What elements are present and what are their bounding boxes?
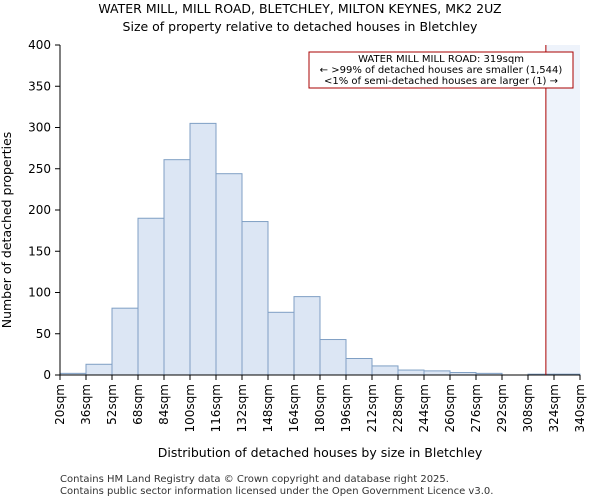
x-tick-label: 164sqm [287, 384, 301, 432]
x-tick-label: 116sqm [209, 384, 223, 432]
x-tick-label: 20sqm [53, 384, 67, 425]
footer-line-1: Contains HM Land Registry data © Crown c… [60, 474, 449, 485]
bar-212sqm [371, 365, 399, 376]
y-tick-label: 200 [28, 203, 51, 217]
x-tick-label: 292sqm [495, 384, 509, 432]
bar-164sqm [293, 296, 321, 376]
x-tick-label: 308sqm [521, 384, 535, 432]
x-tick-label: 212sqm [365, 384, 379, 432]
x-tick-label: 52sqm [105, 384, 119, 425]
bar-196sqm [345, 358, 373, 376]
annotation-box: WATER MILL MILL ROAD: 319sqm ← >99% of d… [308, 51, 574, 89]
y-tick-label: 0 [43, 368, 51, 382]
x-tick-label: 324sqm [547, 384, 561, 432]
y-tick-label: 100 [28, 286, 51, 300]
x-tick-label: 36sqm [79, 384, 93, 425]
x-tick-label: 148sqm [261, 384, 275, 432]
x-tick-label: 132sqm [235, 384, 249, 432]
annotation-line-3: <1% of semi-detached houses are larger (… [324, 76, 558, 87]
y-tick-label: 250 [28, 162, 51, 176]
bar-180sqm [319, 339, 347, 376]
annotation-line-2: ← >99% of detached houses are smaller (1… [320, 65, 563, 76]
footer-line-2: Contains public sector information licen… [60, 486, 493, 497]
bar-148sqm [267, 311, 295, 376]
x-tick-label: 276sqm [469, 384, 483, 432]
annotation-line-1: WATER MILL MILL ROAD: 319sqm [358, 54, 524, 65]
chart-title: WATER MILL, MILL ROAD, BLETCHLEY, MILTON… [98, 1, 501, 16]
x-tick-label: 260sqm [443, 384, 457, 432]
x-tick-label: 228sqm [391, 384, 405, 432]
y-tick-label: 350 [28, 79, 51, 93]
x-tick-label: 100sqm [183, 384, 197, 432]
x-tick-label: 68sqm [131, 384, 145, 425]
x-tick-label: 244sqm [417, 384, 431, 432]
highlight-region [545, 45, 580, 375]
y-tick-label: 400 [28, 38, 51, 52]
bar-132sqm [241, 221, 269, 376]
bar-84sqm [163, 159, 191, 376]
x-axis-label: Distribution of detached houses by size … [158, 445, 483, 460]
bar-36sqm [85, 363, 113, 376]
x-tick-label: 84sqm [157, 384, 171, 425]
y-tick-label: 150 [28, 244, 51, 258]
y-tick-label: 50 [36, 327, 51, 341]
bar-52sqm [111, 307, 139, 376]
bar-68sqm [137, 217, 165, 376]
x-tick-label: 180sqm [313, 384, 327, 432]
x-tick-label: 340sqm [573, 384, 587, 432]
bar-228sqm [397, 369, 425, 376]
x-tick-label: 196sqm [339, 384, 353, 432]
bar-116sqm [215, 173, 243, 376]
chart-subtitle: Size of property relative to detached ho… [123, 19, 479, 34]
bar-244sqm [423, 370, 451, 376]
y-tick-label: 300 [28, 121, 51, 135]
bar-100sqm [189, 122, 217, 376]
y-axis-label: Number of detached properties [0, 132, 14, 329]
